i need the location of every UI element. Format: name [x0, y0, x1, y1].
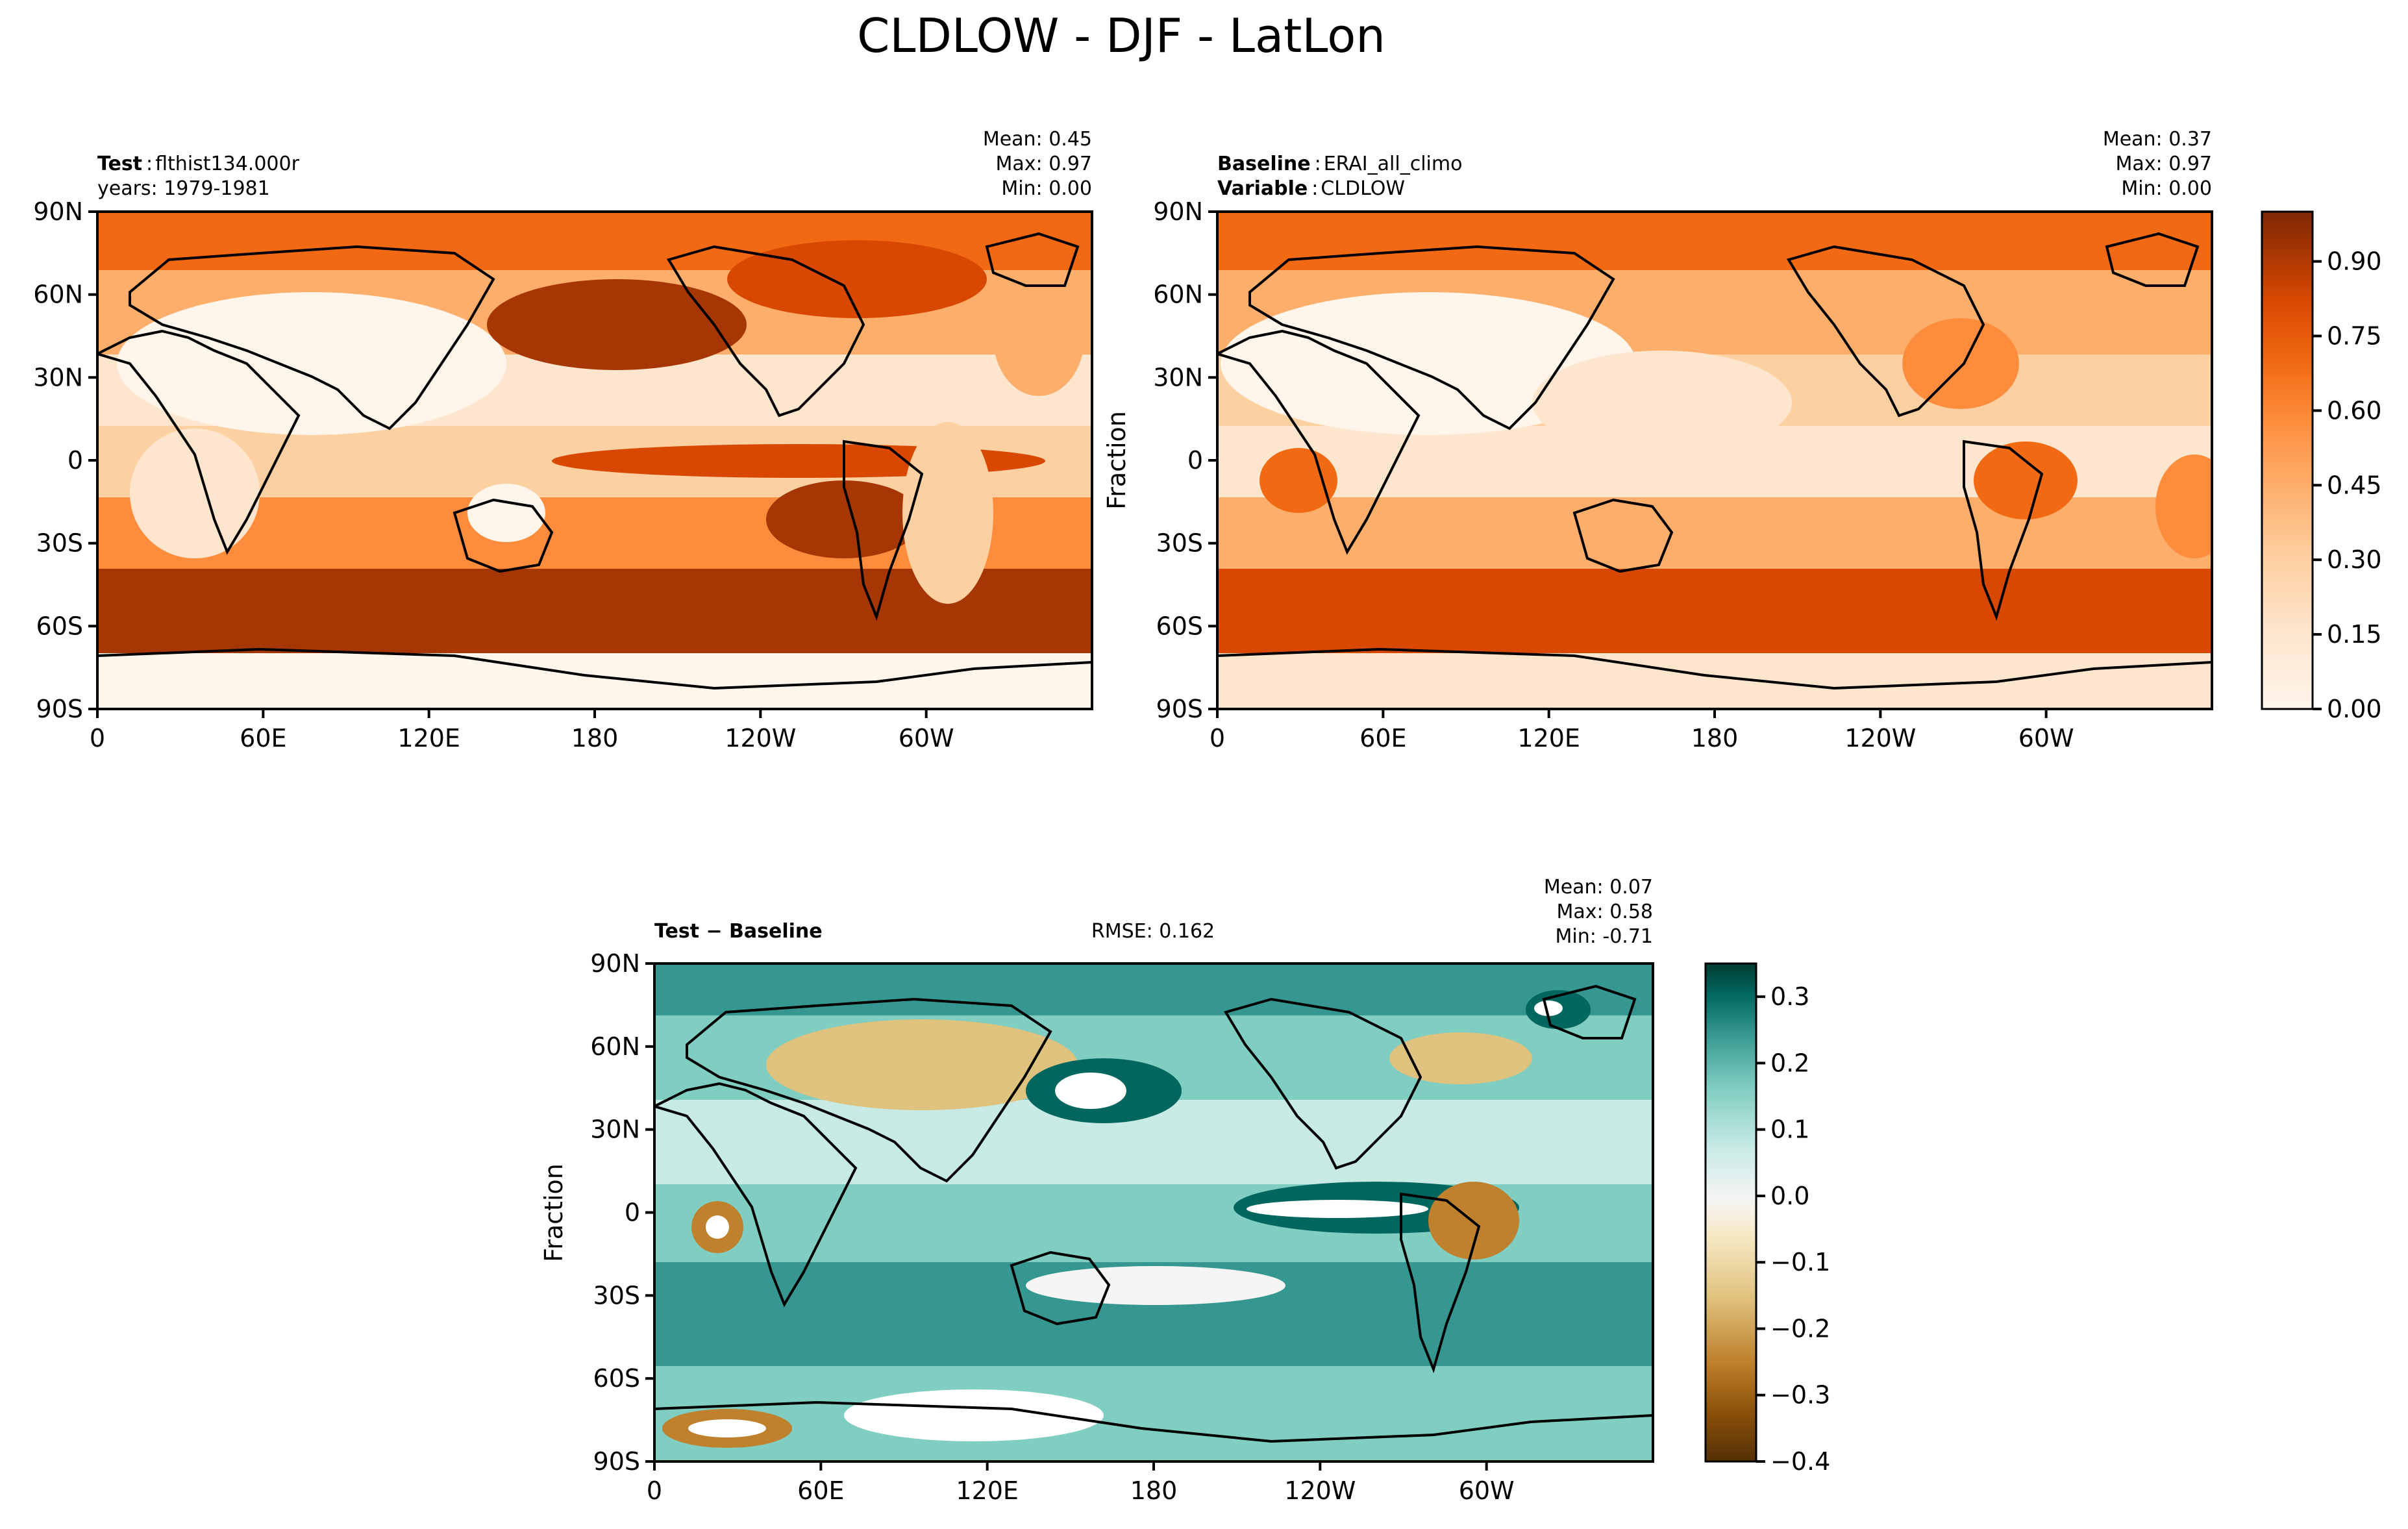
colorbar-tick-label: −0.2 — [1770, 1314, 1830, 1343]
lat-tick-label: 0 — [1187, 446, 1203, 475]
lat-tick-label: 30S — [1156, 529, 1203, 558]
lat-tick-label: 0 — [625, 1199, 640, 1227]
lon-tick-label: 60W — [2018, 724, 2074, 752]
lat-tick-label: 60N — [33, 280, 83, 309]
diff-lat-ticks: 90N 60N 30N 0 30S 60S 90S — [590, 949, 654, 1476]
lat-tick-label: 60S — [593, 1364, 640, 1393]
lat-tick-label: 60S — [36, 612, 83, 640]
diff-max: Max: 0.58 — [1557, 901, 1653, 923]
baseline-map — [1217, 212, 2212, 709]
lon-tick-label: 60E — [1359, 724, 1406, 752]
test-years: years: 1979-1981 — [97, 177, 270, 200]
colorbar-tick-label: 0.60 — [2327, 396, 2382, 425]
lon-tick-label: 120W — [1284, 1476, 1356, 1505]
lon-tick-label: 0 — [90, 724, 105, 752]
baseline-coastlines — [1217, 232, 2212, 690]
diff-coastlines — [654, 984, 1653, 1443]
lon-tick-label: 60W — [899, 724, 954, 752]
colorbar-bottom-ticks: 0.3 0.2 0.1 0.0 −0.1 −0.2 −0.3 −0.4 — [1756, 982, 1830, 1476]
colorbar-bottom-bar — [1704, 962, 1757, 1463]
colorbar-tick-label: 0.3 — [1770, 982, 1809, 1011]
panel-test: Test: flthist134.000r years: 1979-1981 Me… — [33, 128, 1093, 752]
colorbar-tick-label: 0.90 — [2327, 247, 2382, 276]
diff-ylabel: Fraction — [540, 1163, 568, 1262]
colorbar-tick-label: 0.0 — [1770, 1182, 1809, 1210]
diff-mean: Mean: 0.07 — [1544, 876, 1653, 899]
lon-tick-label: 120E — [397, 724, 460, 752]
lat-tick-label: 60N — [590, 1032, 640, 1061]
test-max: Max: 0.97 — [996, 153, 1092, 175]
colorbar-tick-label: 0.45 — [2327, 471, 2382, 499]
lat-tick-label: 30N — [590, 1115, 640, 1144]
lon-tick-label: 120E — [956, 1476, 1019, 1505]
lat-tick-label: 30S — [36, 529, 83, 558]
colorbar-tick-label: 0.75 — [2327, 322, 2382, 351]
colorbar-top-bar — [2261, 210, 2314, 710]
figure-title: CLDLOW - DJF - LatLon — [857, 8, 1385, 63]
diff-min: Min: -0.71 — [1556, 925, 1654, 948]
lat-tick-label: 90S — [593, 1447, 640, 1476]
baseline-min: Min: 0.00 — [2121, 177, 2212, 200]
baseline-variable: Variable: CLDLOW — [1217, 177, 1405, 200]
lon-tick-label: 120E — [1517, 724, 1580, 752]
test-lat-ticks: 90N 60N 30N 0 30S 60S 90S — [33, 197, 97, 723]
baseline-mean: Mean: 0.37 — [2103, 128, 2212, 151]
lat-tick-label: 90N — [1153, 197, 1203, 226]
lon-tick-label: 180 — [1691, 724, 1739, 752]
diff-lon-ticks: 0 60E 120E 180 120W 60W — [647, 1461, 1515, 1505]
lat-tick-label: 60N — [1153, 280, 1203, 309]
baseline-lat-ticks: 90N 60N 30N 0 30S 60S 90S — [1153, 197, 1217, 723]
panel-diff: Test − Baseline RMSE: 0.162 Mean: 0.07 M… — [540, 876, 1654, 1505]
baseline-label: Baseline: ERAI_all_climo — [1217, 153, 1462, 175]
colorbar-tick-label: 0.15 — [2327, 620, 2382, 649]
lat-tick-label: 30S — [593, 1281, 640, 1310]
diff-label: Test − Baseline — [654, 920, 823, 943]
colorbar-tick-label: 0.1 — [1770, 1115, 1809, 1144]
diff-map — [654, 963, 1653, 1461]
lon-tick-label: 60W — [1459, 1476, 1515, 1505]
colorbar-tick-label: 0.30 — [2327, 545, 2382, 574]
lat-tick-label: 90N — [590, 949, 640, 978]
colorbar-top-ticks: 0.90 0.75 0.60 0.45 0.30 0.15 0.00 — [2313, 247, 2382, 723]
test-label: Test: flthist134.000r — [97, 153, 300, 175]
lon-tick-label: 0 — [1210, 724, 1225, 752]
baseline-max: Max: 0.97 — [2116, 153, 2212, 175]
lon-tick-label: 120W — [1844, 724, 1916, 752]
colorbar-tick-label: 0.00 — [2327, 695, 2382, 723]
lat-tick-label: 60S — [1156, 612, 1203, 640]
colorbar-top: 0.90 0.75 0.60 0.45 0.30 0.15 0.00 — [2261, 210, 2382, 723]
diff-rmse: RMSE: 0.162 — [1091, 920, 1215, 943]
colorbar-tick-label: −0.1 — [1770, 1248, 1830, 1276]
lon-tick-label: 180 — [571, 724, 619, 752]
lat-tick-label: 90S — [1156, 695, 1203, 723]
test-lon-ticks: 0 60E 120E 180 120W 60W — [90, 709, 954, 752]
lat-tick-label: 30N — [1153, 363, 1203, 392]
panel-baseline: Baseline: ERAI_all_climo Variable: CLDLOW … — [1102, 128, 2213, 752]
test-min: Min: 0.00 — [1001, 177, 1092, 200]
lon-tick-label: 180 — [1130, 1476, 1178, 1505]
lon-tick-label: 0 — [647, 1476, 662, 1505]
lat-tick-label: 90N — [33, 197, 83, 226]
baseline-ylabel: Fraction — [1102, 411, 1131, 510]
test-coastlines — [97, 232, 1092, 690]
colorbar-tick-label: −0.4 — [1770, 1447, 1830, 1476]
colorbar-tick-label: 0.2 — [1770, 1049, 1809, 1077]
colorbar-tick-label: −0.3 — [1770, 1381, 1830, 1410]
test-mean: Mean: 0.45 — [983, 128, 1092, 151]
lon-tick-label: 60E — [797, 1476, 844, 1505]
lon-tick-label: 120W — [725, 724, 796, 752]
lon-tick-label: 60E — [240, 724, 286, 752]
lat-tick-label: 90S — [36, 695, 83, 723]
lat-tick-label: 30N — [33, 363, 83, 392]
baseline-lon-ticks: 0 60E 120E 180 120W 60W — [1210, 709, 2074, 752]
colorbar-bottom: 0.3 0.2 0.1 0.0 −0.1 −0.2 −0.3 −0.4 — [1704, 962, 1830, 1476]
lat-tick-label: 0 — [68, 446, 83, 475]
test-map — [97, 212, 1092, 709]
